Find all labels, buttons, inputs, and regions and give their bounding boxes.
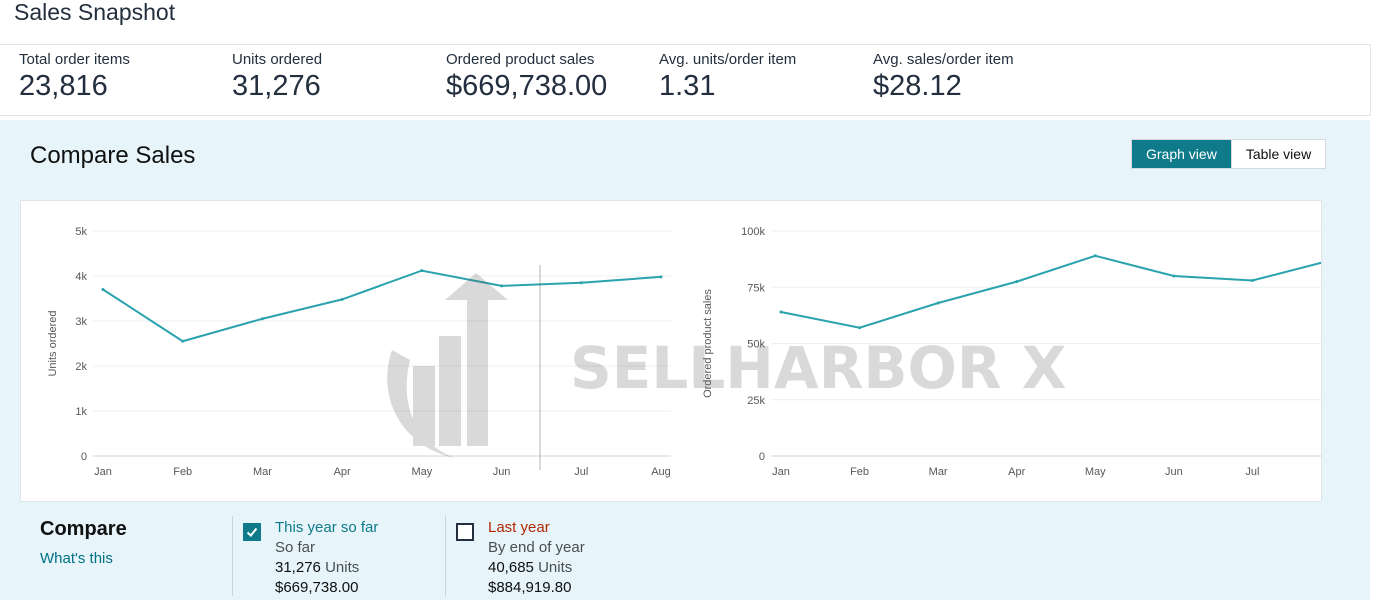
data-point	[1250, 279, 1254, 282]
metric-label: Units ordered	[232, 51, 323, 68]
metric-units-ordered: Units ordered 31,276	[232, 51, 322, 103]
metric-label: Total order items	[19, 51, 130, 68]
y-tick-label: 75k	[747, 282, 765, 294]
metric-value: 23,816	[19, 70, 108, 102]
y-tick-label: 0	[81, 451, 87, 463]
metric-label: Ordered product sales	[446, 51, 595, 68]
x-tick-label: Jun	[493, 466, 511, 478]
data-point	[181, 339, 185, 343]
y-tick-label: 100k	[741, 226, 765, 238]
whats-this-link[interactable]: What's this	[40, 550, 113, 567]
units-word: Units	[325, 559, 360, 576]
metric-value: $28.12	[873, 70, 962, 102]
this-year-checkbox[interactable]	[243, 523, 261, 541]
ordered-product-sales-chart: 025k50k75k100kJanFebMarAprMayJunJulAugOr…	[702, 226, 1321, 478]
option-units: 31,276 Units	[275, 558, 378, 578]
metric-label: Avg. units/order item	[659, 51, 797, 68]
data-point	[1015, 280, 1019, 284]
option-label: Last year	[488, 519, 550, 536]
charts-card: 0 1k 2k 3k 4k 5k Jan Feb Mar Apr May Jun Jul Aug Units…	[20, 200, 1322, 502]
x-tick-label: May	[411, 466, 432, 478]
units-value: 31,276	[275, 559, 321, 576]
y-tick-label: 5k	[75, 226, 87, 238]
metric-avg-units-per-order-item: Avg. units/order item 1.31	[659, 51, 796, 103]
compare-sales-title: Compare Sales	[30, 142, 196, 169]
metric-label: Avg. sales/order item	[873, 51, 1014, 68]
option-sales: $884,919.80	[488, 579, 572, 596]
metric-value: 31,276	[232, 70, 321, 102]
x-tick-label: Jul	[1245, 466, 1259, 478]
data-point	[101, 288, 105, 291]
x-tick-label: Jul	[574, 466, 588, 478]
y-tick-label: 25k	[747, 395, 765, 407]
data-point	[1093, 254, 1097, 258]
last-year-checkbox[interactable]	[456, 523, 474, 541]
table-view-button[interactable]: Table view	[1230, 140, 1326, 168]
metric-avg-sales-per-order-item: Avg. sales/order item $28.12	[873, 51, 1014, 103]
x-tick-label: May	[1085, 466, 1106, 478]
this-year-option: This year so far So far 31,276 Units $66…	[275, 518, 378, 598]
data-point	[858, 326, 862, 330]
metric-ordered-product-sales: Ordered product sales $669,738.00	[446, 51, 607, 103]
data-point	[420, 269, 424, 273]
sales-snapshot-title: Sales Snapshot	[14, 0, 176, 25]
units-ordered-chart: 0 1k 2k 3k 4k 5k Jan Feb Mar Apr May Jun Jul Aug Units…	[47, 226, 671, 478]
y-tick-label: 4k	[75, 271, 87, 283]
y-axis-label: Units ordered	[47, 310, 59, 376]
compare-title: Compare	[40, 518, 127, 540]
x-tick-label: Apr	[334, 466, 351, 478]
y-tick-label: 50k	[747, 339, 765, 351]
units-word: Units	[538, 559, 573, 576]
divider	[232, 516, 233, 596]
y-axis-label: Ordered product sales	[702, 289, 714, 398]
series-line	[780, 254, 1321, 329]
x-tick-label: Mar	[253, 466, 272, 478]
y-tick-label: 0	[759, 451, 765, 463]
series-line	[102, 269, 662, 343]
option-sub: By end of year	[488, 539, 585, 556]
data-point	[340, 297, 344, 301]
last-year-option: Last year By end of year 40,685 Units $8…	[488, 518, 585, 598]
option-units: 40,685 Units	[488, 558, 585, 578]
units-value: 40,685	[488, 559, 534, 576]
option-sub: So far	[275, 539, 316, 556]
y-tick-label: 3k	[75, 316, 87, 328]
data-point	[260, 317, 264, 321]
x-tick-label: Feb	[850, 466, 869, 478]
option-label: This year so far	[275, 519, 379, 536]
option-sales: $669,738.00	[275, 579, 359, 596]
metric-value: 1.31	[659, 70, 716, 102]
snapshot-metrics-row: Total order items 23,816 Units ordered 3…	[0, 44, 1371, 116]
graph-view-button[interactable]: Graph view	[1132, 140, 1231, 168]
metric-value: $669,738.00	[446, 70, 608, 102]
divider	[445, 516, 446, 596]
x-tick-label: Jan	[772, 466, 790, 478]
data-point	[579, 281, 583, 285]
data-point	[936, 301, 940, 305]
x-tick-label: Aug	[651, 466, 671, 478]
checkmark-icon	[246, 527, 258, 537]
y-tick-label: 1k	[75, 406, 87, 418]
data-point	[500, 284, 504, 288]
compare-sales-panel: Compare Sales Graph view Table view 0 1k 2…	[0, 120, 1370, 600]
x-tick-label: Jun	[1165, 466, 1183, 478]
x-tick-label: Feb	[173, 466, 192, 478]
data-point	[659, 275, 663, 279]
x-tick-label: Mar	[929, 466, 948, 478]
data-point	[1172, 274, 1176, 278]
metric-total-order-items: Total order items 23,816	[19, 51, 130, 103]
x-tick-label: Apr	[1008, 466, 1025, 478]
x-tick-label: Jan	[94, 466, 112, 478]
y-tick-label: 2k	[75, 361, 87, 373]
data-point	[779, 310, 783, 314]
view-toggle: Graph view Table view	[1131, 139, 1327, 169]
